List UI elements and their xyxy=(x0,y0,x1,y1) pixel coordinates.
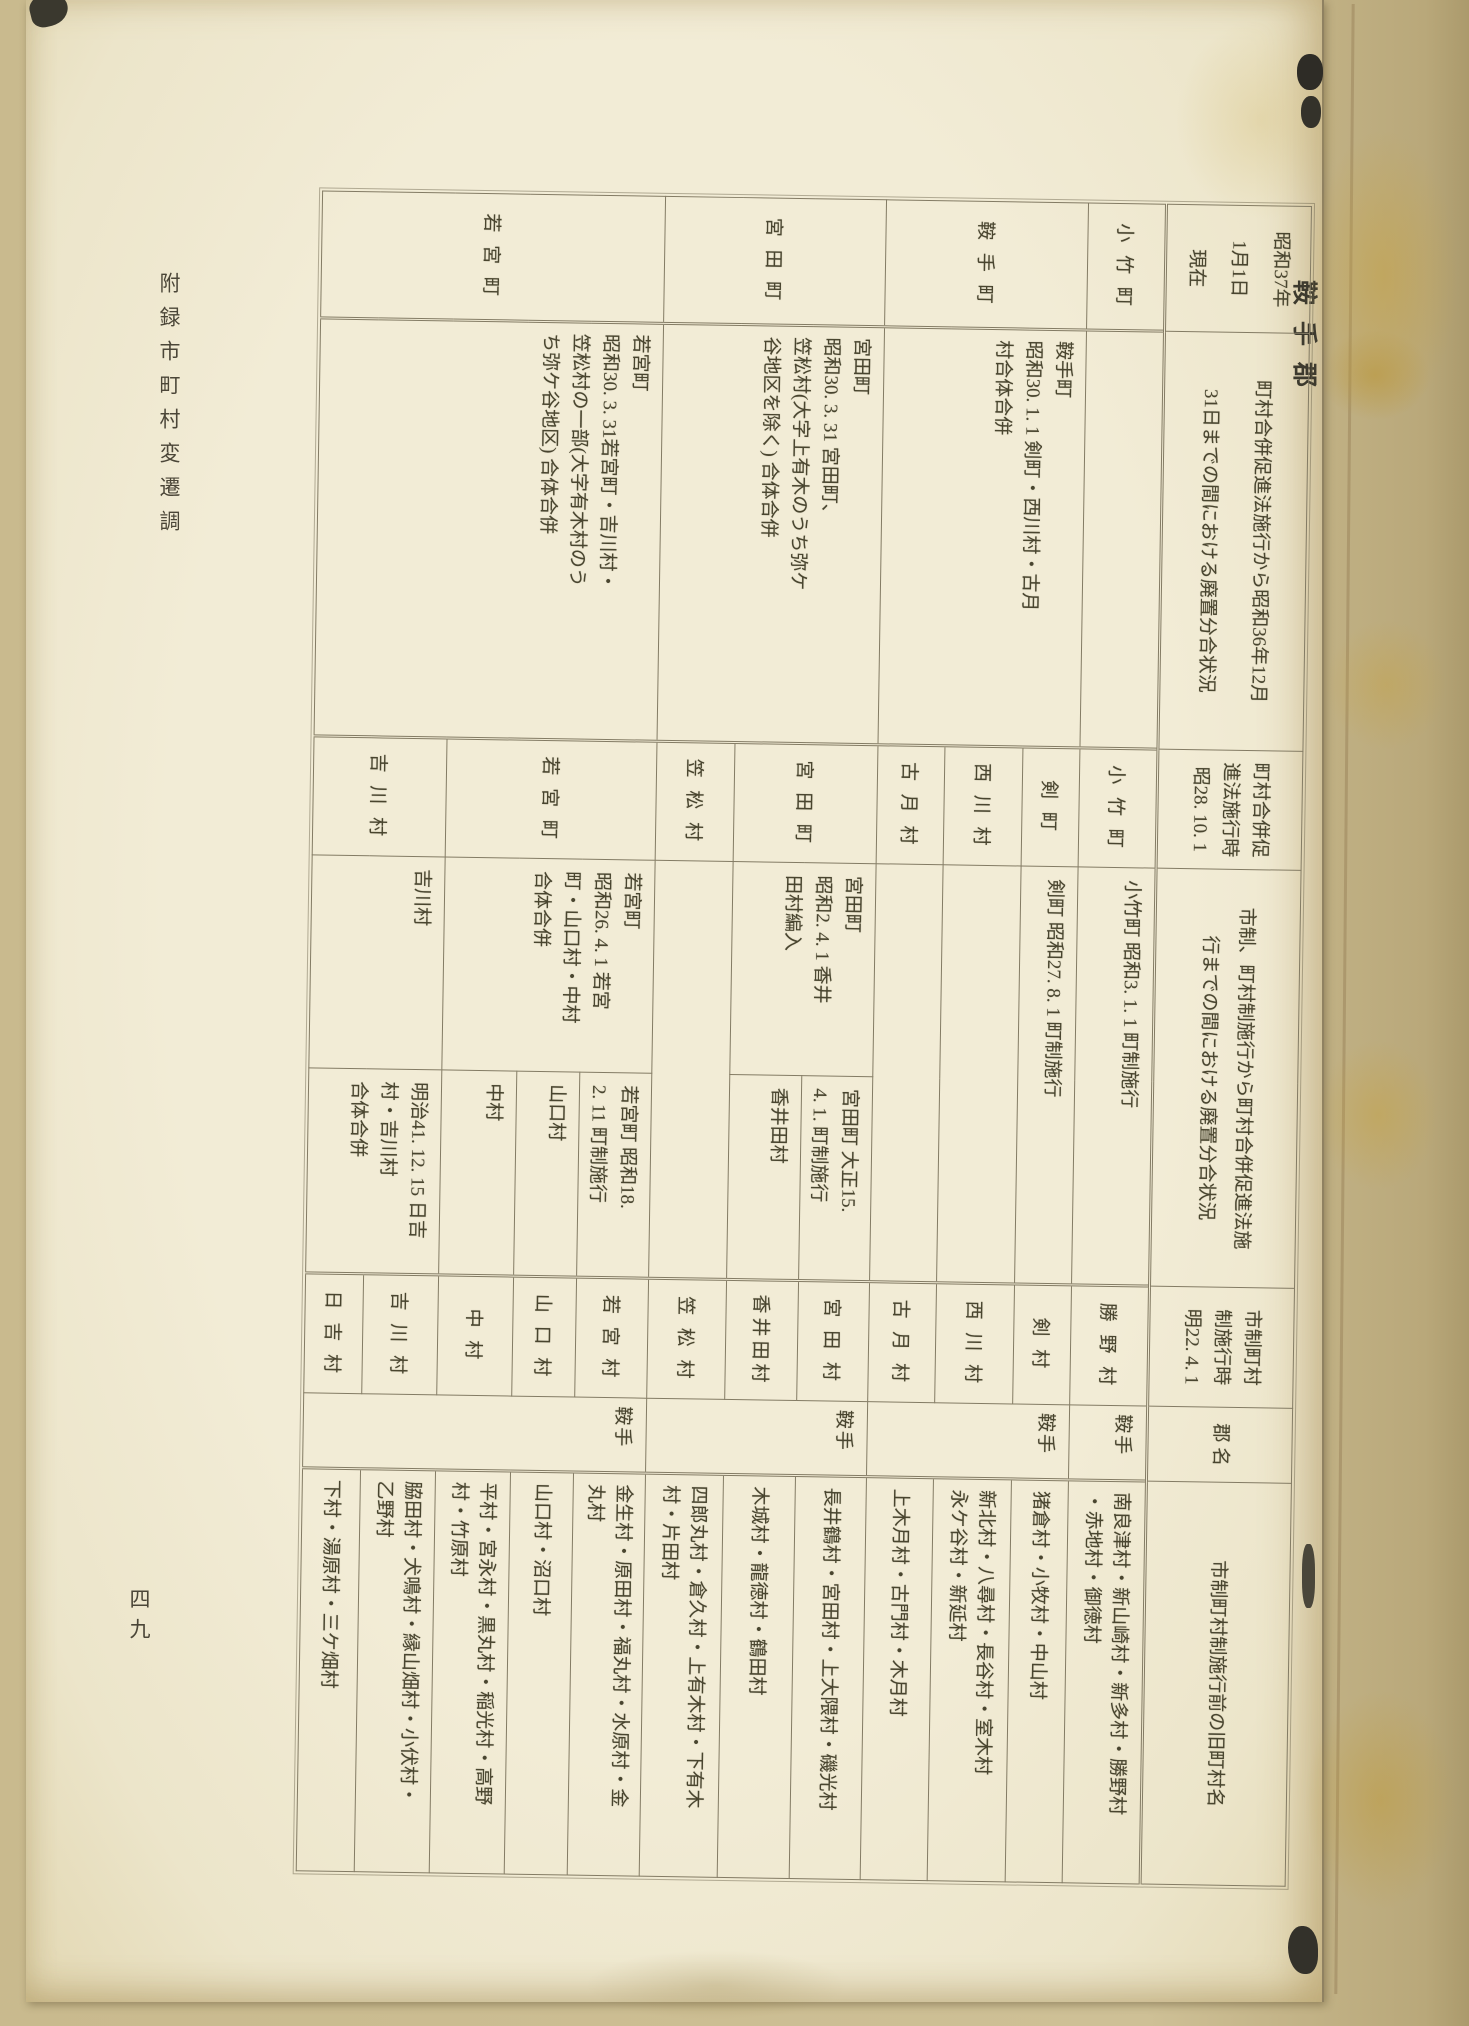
table-cell: 吉川村 xyxy=(308,854,446,1070)
table-cell: 中村 xyxy=(438,1069,517,1277)
header-row: 昭和37年 1月1日 現在 町村合併促進法施行から昭和36年12月 31日までの間… xyxy=(1140,204,1312,1887)
table-cell: 香井田村 xyxy=(726,1074,802,1281)
stain xyxy=(1320,330,1430,420)
header-cell: 市制、町村制施行から町村合併促進法施 行までの間における廃置分合状況 xyxy=(1149,868,1302,1289)
table-cell: 猪倉村・小牧村・中山村 xyxy=(1005,1478,1069,1883)
table-cell: 笠 松 村 xyxy=(646,1278,727,1400)
table-cell xyxy=(936,864,1022,1284)
table-cell: 剣 町 xyxy=(1021,747,1080,867)
table-cell: 小 竹 町 xyxy=(1078,747,1158,869)
table-cell: 宮 田 村 xyxy=(796,1280,870,1402)
table-cell: 笠 松 村 xyxy=(655,741,736,862)
table-cell: 日 吉 村 xyxy=(303,1272,364,1394)
table-cell: 下村・湯原村・三ケ畑村 xyxy=(296,1467,361,1872)
table-cell: 四郎丸村・倉久村・上有木村・下有木 村・片田村 xyxy=(639,1473,724,1878)
table-cell: 平村・宮永村・黒丸村・稲光村・高野 村・竹原村 xyxy=(429,1469,511,1875)
table-cell: 上木月村・古門村・木月村 xyxy=(860,1476,934,1881)
table-cell: 西 川 村 xyxy=(943,745,1023,867)
table-cell: 若宮町 昭和30. 3. 31若宮町・吉川村・ 笠松村の一部(大字有木村のう ち… xyxy=(314,317,664,742)
table-cell: 山口村 xyxy=(513,1071,580,1278)
stain xyxy=(1318,1040,1438,1190)
table-cell: 勝 野 村 xyxy=(1069,1284,1150,1407)
margin-title: 附録市町村変遷調 xyxy=(157,272,181,544)
table-cell: 宮 田 町 xyxy=(663,196,887,327)
table-cell: 古 月 村 xyxy=(876,744,945,865)
table-cell: 明治41. 12. 15 日吉村・吉川村 合体合併 xyxy=(305,1067,442,1275)
table-cell: 古 月 村 xyxy=(867,1281,937,1403)
table-cell: 鞍 手 町 xyxy=(884,199,1089,330)
table-cell: 若宮町 昭和18. 2. 11 町制施行 xyxy=(576,1072,652,1279)
table-cell: 小竹町 昭和3. 1. 1 町制施行 xyxy=(1071,866,1157,1287)
table-cell xyxy=(869,863,944,1283)
table-cell: 若 宮 町 xyxy=(445,737,658,861)
header-cell: 郡 名 xyxy=(1146,1406,1293,1484)
table-cell: 剣 村 xyxy=(1012,1283,1072,1405)
table-cell: 南良津村・新山崎村・新多村・勝野村 ・赤地村・御徳村 xyxy=(1062,1479,1147,1885)
header-cell: 昭和37年 1月1日 現在 xyxy=(1164,204,1312,334)
header-cell: 市制町村制施行前の旧町村名 xyxy=(1140,1481,1292,1887)
table-cell xyxy=(648,860,734,1280)
stain xyxy=(1176,20,1346,220)
table-cell: 香井田村 xyxy=(724,1279,799,1401)
table-cell: 金生村・原田村・福丸村・水原村・金 丸村 xyxy=(567,1472,646,1877)
table-cell: 木城村・龍徳村・鶴田村 xyxy=(717,1474,796,1879)
table-cell: 鞍手 xyxy=(866,1401,1070,1480)
table-body: 昭和37年 1月1日 現在 町村合併促進法施行から昭和36年12月 31日までの間… xyxy=(296,190,1312,1887)
underlying-page-edge xyxy=(1334,4,1355,1994)
header-cell: 市制町村 制施行時 明22. 4. 1 xyxy=(1147,1286,1295,1409)
scanned-page: 附録市町村変遷調 四九 鞍手郡 昭和37年 1月1日 現在 町村合併促進法施行から… xyxy=(26,0,1346,2020)
table-cell: 鞍手町 昭和30. 1. 1 剣町・西川村・古月 村合体合併 xyxy=(877,326,1087,748)
page-number: 四九 xyxy=(127,1588,151,1648)
table-cell: 宮田町 昭和30. 3. 31 宮田町、 笠松村(大字上有木のうち弥ケ 谷地区を… xyxy=(657,323,885,745)
table-cell: 若 宮 町 xyxy=(320,190,666,324)
table-cell: 若宮町 昭和26. 4. 1 若宮 町・山口村・中村 合体合併 xyxy=(441,856,656,1074)
municipal-changes-table: 昭和37年 1月1日 現在 町村合併促進法施行から昭和36年12月 31日までの間… xyxy=(293,185,1314,1892)
rotated-table-container: 昭和37年 1月1日 現在 町村合併促進法施行から昭和36年12月 31日までの間… xyxy=(293,185,1314,1892)
table-cell: 西 川 村 xyxy=(934,1282,1015,1404)
table-cell: 鞍手 xyxy=(302,1392,647,1474)
table-cell: 若 宮 村 xyxy=(574,1277,649,1399)
stain xyxy=(1308,130,1458,420)
table-cell: 宮田町 大正15. 4. 1. 町制施行 xyxy=(798,1075,873,1282)
stain xyxy=(1305,1690,1455,1910)
table-cell: 宮 田 町 xyxy=(733,742,878,864)
table-cell: 小 竹 町 xyxy=(1086,202,1167,332)
table-cell xyxy=(1079,329,1165,750)
stain xyxy=(586,1950,846,2020)
table-cell: 剣町 昭和27. 8. 1 町制施行 xyxy=(1014,866,1079,1285)
table-cell: 鞍手 xyxy=(645,1398,868,1477)
table-cell: 吉 川 村 xyxy=(312,735,448,857)
table-cell: 宮田町 昭和2. 4. 1 香井 田村編入 xyxy=(729,861,877,1077)
table-cell: 山 口 村 xyxy=(511,1276,577,1398)
table-cell: 長井鶴村・宮田村・上大隈村・磯光村 xyxy=(789,1475,867,1880)
header-cell: 町村合併促 進法施行時 昭28. 10. 1 xyxy=(1156,749,1303,871)
table-cell: 鞍手 xyxy=(1068,1404,1148,1482)
table-cell: 中 村 xyxy=(436,1274,514,1397)
table-cell: 吉 川 村 xyxy=(361,1273,439,1395)
header-cell: 町村合併促進法施行から昭和36年12月 31日までの間における廃置分合状況 xyxy=(1157,331,1310,752)
table-cell: 山口村・沼口村 xyxy=(504,1471,574,1876)
table-cell: 新北村・八尋村・長谷村・室木村 永ケ谷村・新延村 xyxy=(927,1477,1012,1882)
stain xyxy=(1326,620,1446,750)
table-cell: 脇田村・犬鳴村・縁山畑村・小伏村・ 乙野村 xyxy=(354,1468,436,1873)
